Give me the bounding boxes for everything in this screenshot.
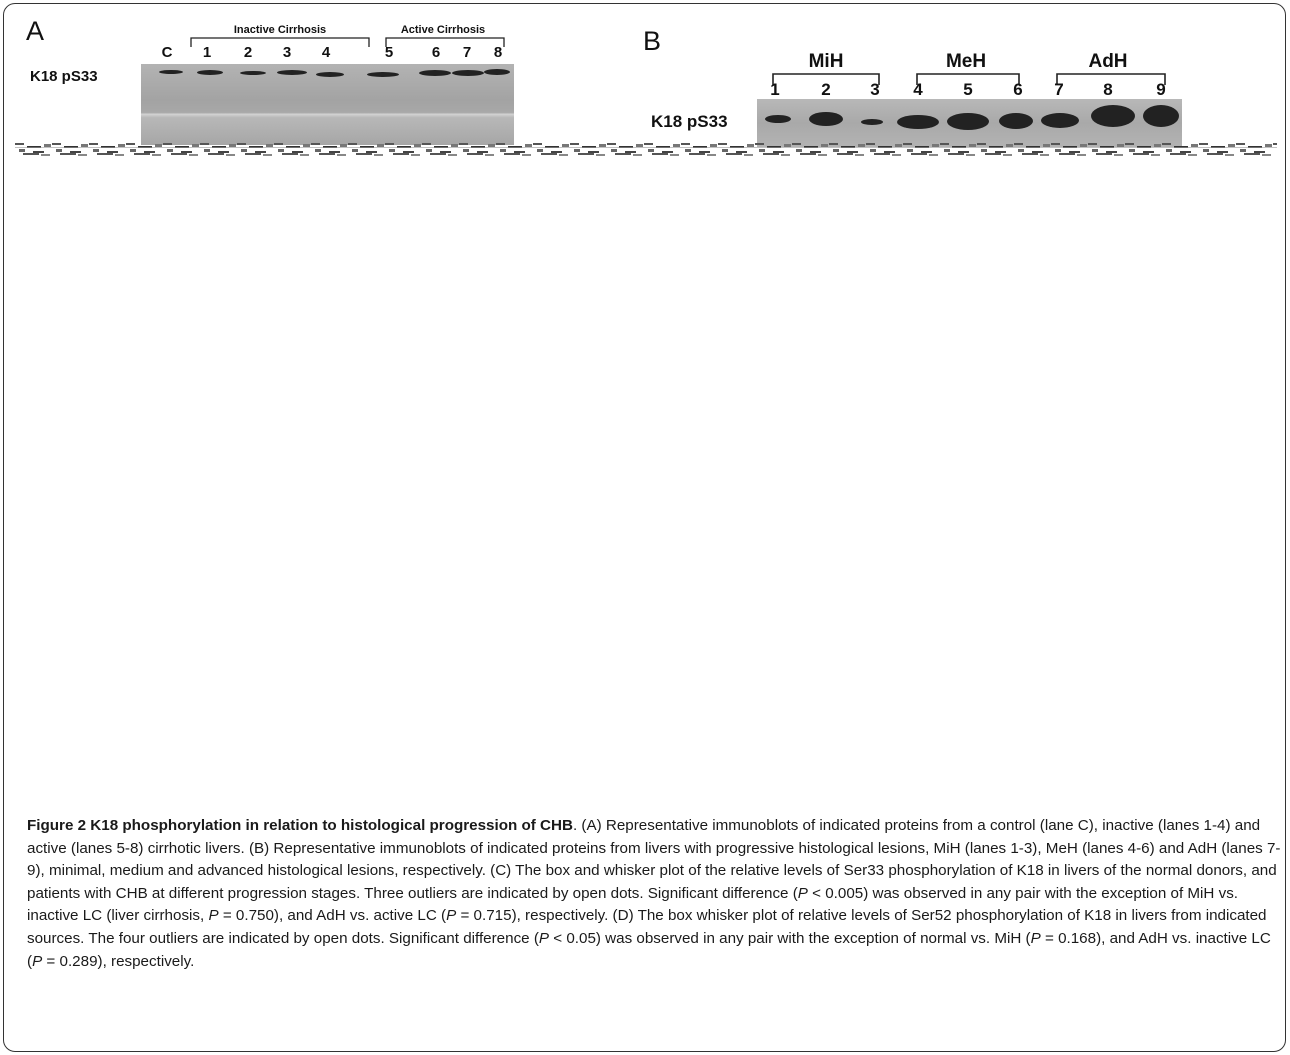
blot-band	[277, 70, 307, 75]
panel-a-lane-label: 4	[321, 44, 331, 61]
panel-b-row-label: K18 pS33	[651, 112, 728, 131]
panel-b-lane-label: 8	[1103, 80, 1113, 99]
panel-a-group-inactive: Inactive Cirrhosis	[233, 24, 327, 36]
panel-a-lane-label: C	[161, 44, 173, 61]
caption-text-segment: < 0.05) was observed in any pair with th…	[549, 929, 1031, 947]
blot-band	[765, 115, 791, 123]
blot-band	[240, 71, 266, 75]
blot-band	[484, 69, 510, 75]
panel-b-group-adh: AdH	[1088, 51, 1128, 72]
panel-b-lane-label: 1	[770, 80, 780, 99]
blot-band	[947, 113, 989, 130]
figure-frame	[3, 3, 1286, 1052]
blot-band	[1091, 105, 1135, 127]
blot-band	[419, 70, 451, 76]
blot-band	[452, 70, 484, 76]
caption-text-segment: < 0.005) was observed in any pair with t…	[27, 884, 1239, 925]
panel-b-group-mih: MiH	[808, 51, 844, 72]
panel-a-group-active: Active Cirrhosis	[400, 24, 486, 36]
panel-b-lane-label: 9	[1156, 80, 1166, 99]
blot-band	[1041, 113, 1079, 128]
panel-b-lane-label: 7	[1054, 80, 1064, 99]
panel-b-bracket-mih	[772, 73, 880, 85]
caption-text-segment: = 0.715), respectively. (D) The box whis…	[27, 907, 1267, 947]
panel-b-lane-label: 5	[963, 80, 973, 99]
truncated-image-strip	[15, 140, 1277, 158]
panel-a-lane-label: 8	[493, 44, 503, 61]
caption-text-segment: = 0.168), and AdH vs. inactive LC (	[27, 929, 1271, 970]
panel-b-bracket-adh	[1056, 73, 1166, 85]
panel-a-bracket-inactive	[190, 37, 370, 47]
panel-b-group-meh: MeH	[945, 51, 987, 72]
panel-a-row-label: K18 pS33	[30, 68, 98, 85]
caption-text-segment: . (A) Representative immunoblots of indi…	[27, 817, 1281, 902]
panel-b-lane-label: 3	[870, 80, 880, 99]
caption-title: Figure 2 K18 phosphorylation in relation…	[27, 817, 573, 834]
blot-band	[809, 112, 843, 126]
panel-a-bracket-active	[385, 37, 505, 47]
panel-b-letter: B	[643, 26, 662, 56]
blot-band	[316, 72, 344, 77]
panel-a-lane-label: 2	[243, 44, 253, 61]
panel-b-lane-label: 4	[913, 80, 923, 99]
panel-a-lane-label: 5	[384, 44, 394, 61]
panel-a-immunoblot	[141, 64, 514, 145]
caption-italic-p: P	[446, 907, 457, 925]
panel-b-bracket-meh	[916, 73, 1020, 85]
blot-band	[861, 119, 883, 125]
blot-band	[897, 115, 939, 129]
caption-italic-p: P	[797, 884, 808, 902]
panel-b-immunoblot	[757, 99, 1182, 147]
blot-band	[367, 72, 399, 77]
blot-band	[197, 70, 223, 75]
panel-a-lane-label: 6	[431, 44, 441, 61]
panel-a-letter: A	[26, 16, 45, 46]
caption-italic-p: P	[208, 907, 219, 925]
caption-text-segment: = 0.289), respectively.	[42, 952, 195, 970]
panel-a-lane-label: 1	[202, 44, 212, 61]
figure-caption: Figure 2 K18 phosphorylation in relation…	[27, 815, 1283, 973]
panel-b-lane-label: 2	[821, 80, 831, 99]
caption-italic-p: P	[538, 929, 550, 947]
blot-band	[999, 113, 1033, 129]
panel-b-lane-label: 6	[1013, 80, 1023, 99]
caption-italic-p: P	[1030, 929, 1041, 947]
blot-band	[1143, 105, 1179, 127]
blot-band	[159, 70, 183, 74]
caption-italic-p: P	[32, 952, 43, 970]
panel-a-lane-label: 3	[282, 44, 292, 61]
caption-text-segment: = 0.750), and AdH vs. active LC (	[218, 907, 447, 925]
panel-a-lane-label: 7	[462, 44, 472, 61]
caption-body: . (A) Representative immunoblots of indi…	[27, 817, 1280, 970]
